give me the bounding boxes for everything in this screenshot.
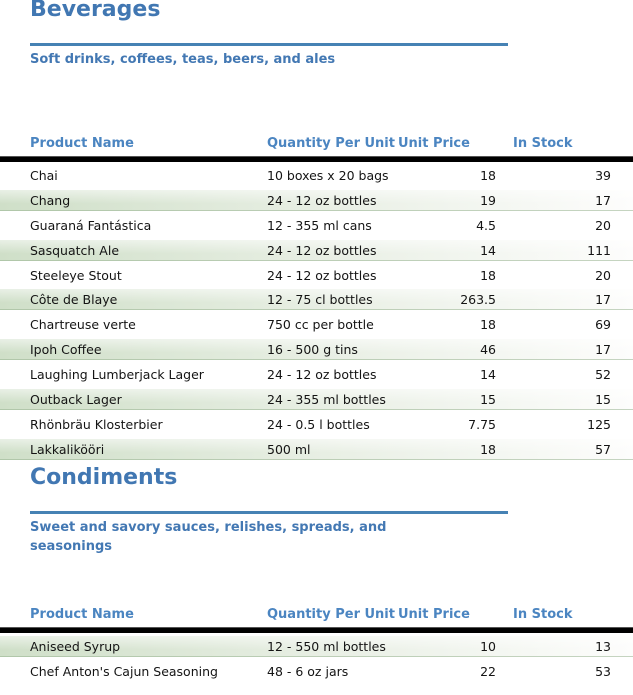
table-body: Aniseed Syrup 12 - 550 ml bottles 10 13 Chef… <box>0 634 633 684</box>
title-rule <box>30 511 508 514</box>
product-name-cell: Chai <box>30 167 58 183</box>
product-name-cell: Sasquatch Ale <box>30 242 120 258</box>
product-name-cell: Ipoh Coffee <box>30 342 102 358</box>
table-row: Chartreuse verte 750 cc per bottle 18 69 <box>0 312 633 337</box>
category-description: Soft drinks, coffees, teas, beers, and a… <box>30 52 336 67</box>
category-title: Condiments <box>30 465 178 490</box>
product-name-cell: Chang <box>30 192 71 208</box>
category-description: Sweet and savory sauces, relishes, sprea… <box>30 520 387 554</box>
unit-price-cell: 263.5 <box>460 292 496 308</box>
table-row: Côte de Blaye 12 - 75 cl bottles 263.5 17 <box>0 287 633 313</box>
table-header-row: Product Name Quantity Per Unit Unit Pric… <box>0 604 633 624</box>
quantity-per-unit-cell: 16 - 500 g tins <box>267 342 358 358</box>
unit-price-cell: 19 <box>480 192 496 208</box>
category-title: Beverages <box>30 0 161 22</box>
quantity-per-unit-cell: 10 boxes x 20 bags <box>267 167 389 183</box>
product-name-cell: Steeleye Stout <box>30 267 122 283</box>
table-row: Chai 10 boxes x 20 bags 18 39 <box>0 163 633 188</box>
in-stock-cell: 57 <box>595 441 611 457</box>
in-stock-cell: 39 <box>595 167 611 183</box>
category-section-beverages: Beverages Soft drinks, coffees, teas, be… <box>0 0 633 462</box>
column-header-unit-price: Unit Price <box>398 135 470 151</box>
quantity-per-unit-cell: 24 - 12 oz bottles <box>267 192 377 208</box>
table-row: Chef Anton's Cajun Seasoning 48 - 6 oz ja… <box>0 659 633 684</box>
unit-price-cell: 18 <box>480 267 496 283</box>
unit-price-cell: 18 <box>480 441 496 457</box>
product-name-cell: Aniseed Syrup <box>30 638 121 654</box>
product-name-cell: Lakkalikööri <box>30 441 105 457</box>
in-stock-cell: 53 <box>595 663 611 679</box>
table-row: Steeleye Stout 24 - 12 oz bottles 18 20 <box>0 263 633 288</box>
unit-price-cell: 18 <box>480 167 496 183</box>
product-name-cell: Laughing Lumberjack Lager <box>30 367 204 383</box>
products-table: Product Name Quantity Per Unit Unit Pric… <box>0 133 633 462</box>
column-header-product-name: Product Name <box>30 606 134 622</box>
quantity-per-unit-cell: 24 - 0.5 l bottles <box>267 416 370 432</box>
column-header-in-stock: In Stock <box>513 606 573 622</box>
product-name-cell: Guaraná Fantástica <box>30 217 152 233</box>
table-row: Outback Lager 24 - 355 ml bottles 15 15 <box>0 387 633 412</box>
unit-price-cell: 4.5 <box>476 217 496 233</box>
in-stock-cell: 69 <box>595 317 611 333</box>
unit-price-cell: 22 <box>480 663 496 679</box>
table-row: Guaraná Fantástica 12 - 355 ml cans 4.5 20 <box>0 213 633 238</box>
quantity-per-unit-cell: 24 - 12 oz bottles <box>267 267 377 283</box>
in-stock-cell: 15 <box>595 391 611 407</box>
column-header-quantity-per-unit: Quantity Per Unit <box>267 606 395 622</box>
table-row: Ipoh Coffee 16 - 500 g tins 46 17 <box>0 337 633 363</box>
quantity-per-unit-cell: 750 cc per bottle <box>267 317 374 333</box>
unit-price-cell: 10 <box>480 638 496 654</box>
table-header-row: Product Name Quantity Per Unit Unit Pric… <box>0 133 633 153</box>
table-row: Laughing Lumberjack Lager 24 - 12 oz bott… <box>0 362 633 387</box>
product-name-cell: Chartreuse verte <box>30 317 136 333</box>
in-stock-cell: 20 <box>595 217 611 233</box>
unit-price-cell: 46 <box>480 342 496 358</box>
quantity-per-unit-cell: 12 - 75 cl bottles <box>267 292 373 308</box>
in-stock-cell: 17 <box>595 292 611 308</box>
column-header-quantity-per-unit: Quantity Per Unit <box>267 135 395 151</box>
table-row: Rhönbräu Klosterbier 24 - 0.5 l bottles 7.… <box>0 412 633 437</box>
header-rule <box>0 156 633 162</box>
in-stock-cell: 13 <box>595 638 611 654</box>
unit-price-cell: 15 <box>480 391 496 407</box>
category-section-condiments: Condiments Sweet and savory sauces, reli… <box>0 463 633 695</box>
column-header-unit-price: Unit Price <box>398 606 470 622</box>
products-table: Product Name Quantity Per Unit Unit Pric… <box>0 604 633 684</box>
quantity-per-unit-cell: 24 - 12 oz bottles <box>267 367 377 383</box>
unit-price-cell: 18 <box>480 317 496 333</box>
quantity-per-unit-cell: 24 - 355 ml bottles <box>267 391 386 407</box>
quantity-per-unit-cell: 500 ml <box>267 441 311 457</box>
product-name-cell: Rhönbräu Klosterbier <box>30 416 163 432</box>
quantity-per-unit-cell: 24 - 12 oz bottles <box>267 242 377 258</box>
table-row: Sasquatch Ale 24 - 12 oz bottles 14 111 <box>0 237 633 263</box>
column-header-product-name: Product Name <box>30 135 134 151</box>
in-stock-cell: 17 <box>595 342 611 358</box>
product-name-cell: Outback Lager <box>30 391 122 407</box>
title-rule <box>30 43 508 46</box>
quantity-per-unit-cell: 12 - 355 ml cans <box>267 217 372 233</box>
unit-price-cell: 7.75 <box>468 416 496 432</box>
header-rule <box>0 627 633 633</box>
table-row: Chang 24 - 12 oz bottles 19 17 <box>0 187 633 213</box>
in-stock-cell: 111 <box>587 242 611 258</box>
table-row: Aniseed Syrup 12 - 550 ml bottles 10 13 <box>0 634 633 659</box>
unit-price-cell: 14 <box>480 242 496 258</box>
column-header-in-stock: In Stock <box>513 135 573 151</box>
in-stock-cell: 20 <box>595 267 611 283</box>
in-stock-cell: 17 <box>595 192 611 208</box>
table-body: Chai 10 boxes x 20 bags 18 39 Chang 24 - 12 o… <box>0 163 633 462</box>
product-name-cell: Chef Anton's Cajun Seasoning <box>30 663 218 679</box>
quantity-per-unit-cell: 48 - 6 oz jars <box>267 663 349 679</box>
unit-price-cell: 14 <box>480 367 496 383</box>
in-stock-cell: 125 <box>587 416 611 432</box>
quantity-per-unit-cell: 12 - 550 ml bottles <box>267 638 386 654</box>
table-row: Lakkalikööri 500 ml 18 57 <box>0 436 633 462</box>
product-name-cell: Côte de Blaye <box>30 292 118 308</box>
in-stock-cell: 52 <box>595 367 611 383</box>
